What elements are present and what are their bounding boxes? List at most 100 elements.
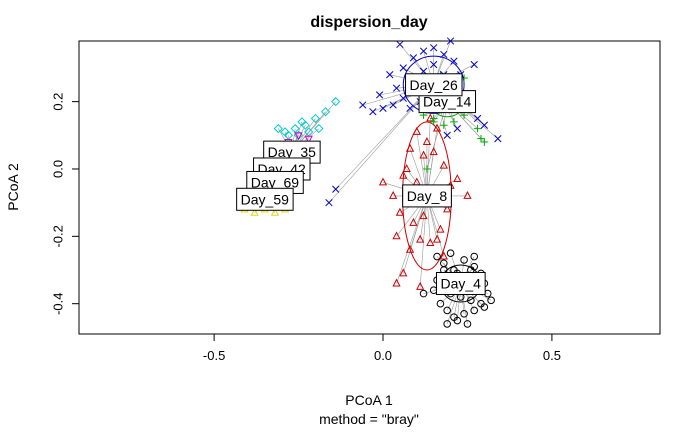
data-point (406, 104, 414, 113)
data-point (422, 137, 432, 146)
x-tick-label: 0.5 (543, 348, 561, 363)
data-point (273, 123, 283, 134)
data-point (439, 160, 448, 169)
data-point (359, 101, 367, 109)
data-point (419, 289, 428, 298)
group-label-text: Day_59 (241, 191, 289, 207)
data-point (460, 256, 468, 264)
data-point (325, 199, 333, 207)
data-point (450, 57, 458, 65)
spider-segment (396, 195, 428, 284)
data-point (470, 306, 479, 315)
y-tick-label: 0.0 (50, 160, 65, 178)
data-point (473, 124, 482, 133)
data-point (331, 97, 341, 107)
data-point (446, 37, 455, 45)
data-point (402, 163, 411, 172)
y-axis-label: PCoA 2 (5, 163, 21, 211)
data-point (409, 217, 418, 226)
data-point (419, 211, 428, 220)
group-label-box (405, 73, 463, 97)
data-point (419, 47, 428, 55)
data-point (423, 165, 431, 173)
data-point (405, 143, 415, 152)
data-point (470, 60, 478, 69)
data-point (314, 123, 324, 134)
group-label: Day_4 (435, 271, 486, 295)
data-point (429, 147, 438, 156)
data-point (399, 268, 408, 277)
spider-segment (402, 195, 428, 274)
data-point (250, 207, 259, 216)
data-point (426, 113, 435, 122)
chart-title: dispersion_day (310, 14, 427, 31)
x-tick-label: -0.5 (203, 348, 225, 363)
data-point (450, 118, 458, 126)
data-point (409, 54, 418, 62)
group-label: Day_69 (246, 170, 304, 194)
x-tick-label: 0.0 (374, 348, 392, 363)
data-point (460, 309, 468, 318)
data-point (433, 252, 441, 261)
group-label-box (402, 184, 452, 208)
spider-segment (335, 84, 434, 190)
group-label: Day_26 (405, 73, 463, 97)
data-point (386, 71, 394, 79)
y-tick-label: -0.4 (50, 292, 65, 314)
data-point (463, 190, 472, 199)
data-point (392, 278, 401, 287)
data-point (432, 123, 442, 132)
group-label: Day_59 (236, 187, 294, 211)
x-axis-sublabel: method = "bray" (319, 411, 419, 427)
group-label-text: Day_4 (440, 275, 481, 291)
group-label-text: Day_14 (423, 94, 471, 110)
group-label-text: Day_35 (268, 144, 316, 160)
data-point (389, 190, 398, 199)
data-point (443, 204, 452, 213)
data-point (440, 50, 448, 59)
x-axis-label: PCoA 1 (345, 392, 393, 408)
data-point (436, 299, 445, 308)
data-point (470, 252, 479, 261)
data-point (463, 320, 472, 328)
data-point (436, 224, 445, 233)
data-point (310, 113, 321, 124)
data-point (453, 316, 462, 325)
data-point (443, 131, 451, 139)
data-point (480, 138, 489, 146)
data-point (430, 44, 438, 52)
data-point (419, 150, 428, 159)
group-label-text: Day_69 (251, 174, 299, 190)
data-point (300, 120, 310, 130)
data-point (405, 244, 415, 253)
dispersion-ellipse (402, 55, 465, 114)
data-point (440, 121, 448, 129)
data-point (399, 170, 408, 179)
data-point (430, 60, 438, 69)
data-point (480, 303, 489, 311)
data-point (446, 249, 455, 257)
data-point (389, 101, 397, 109)
data-point (378, 177, 388, 186)
spider-segment (426, 118, 431, 196)
y-axis: -0.4 -0.2 0.0 0.2 (50, 93, 80, 315)
group-label-text: Day_26 (410, 77, 458, 93)
y-tick-label: -0.2 (50, 225, 65, 247)
group-points (273, 97, 341, 140)
plot-frame (78, 40, 661, 335)
data-point (494, 135, 502, 143)
data-point (392, 84, 401, 92)
data-point (304, 135, 313, 144)
data-point (395, 207, 405, 216)
data-point (477, 134, 485, 143)
data-point (297, 117, 307, 127)
data-point (399, 64, 407, 72)
group-label-box (236, 187, 294, 211)
data-point (453, 174, 462, 183)
data-point (294, 132, 303, 141)
data-point (416, 281, 425, 290)
spider-segment (328, 84, 434, 203)
data-point (487, 296, 495, 305)
data-point (440, 259, 448, 268)
